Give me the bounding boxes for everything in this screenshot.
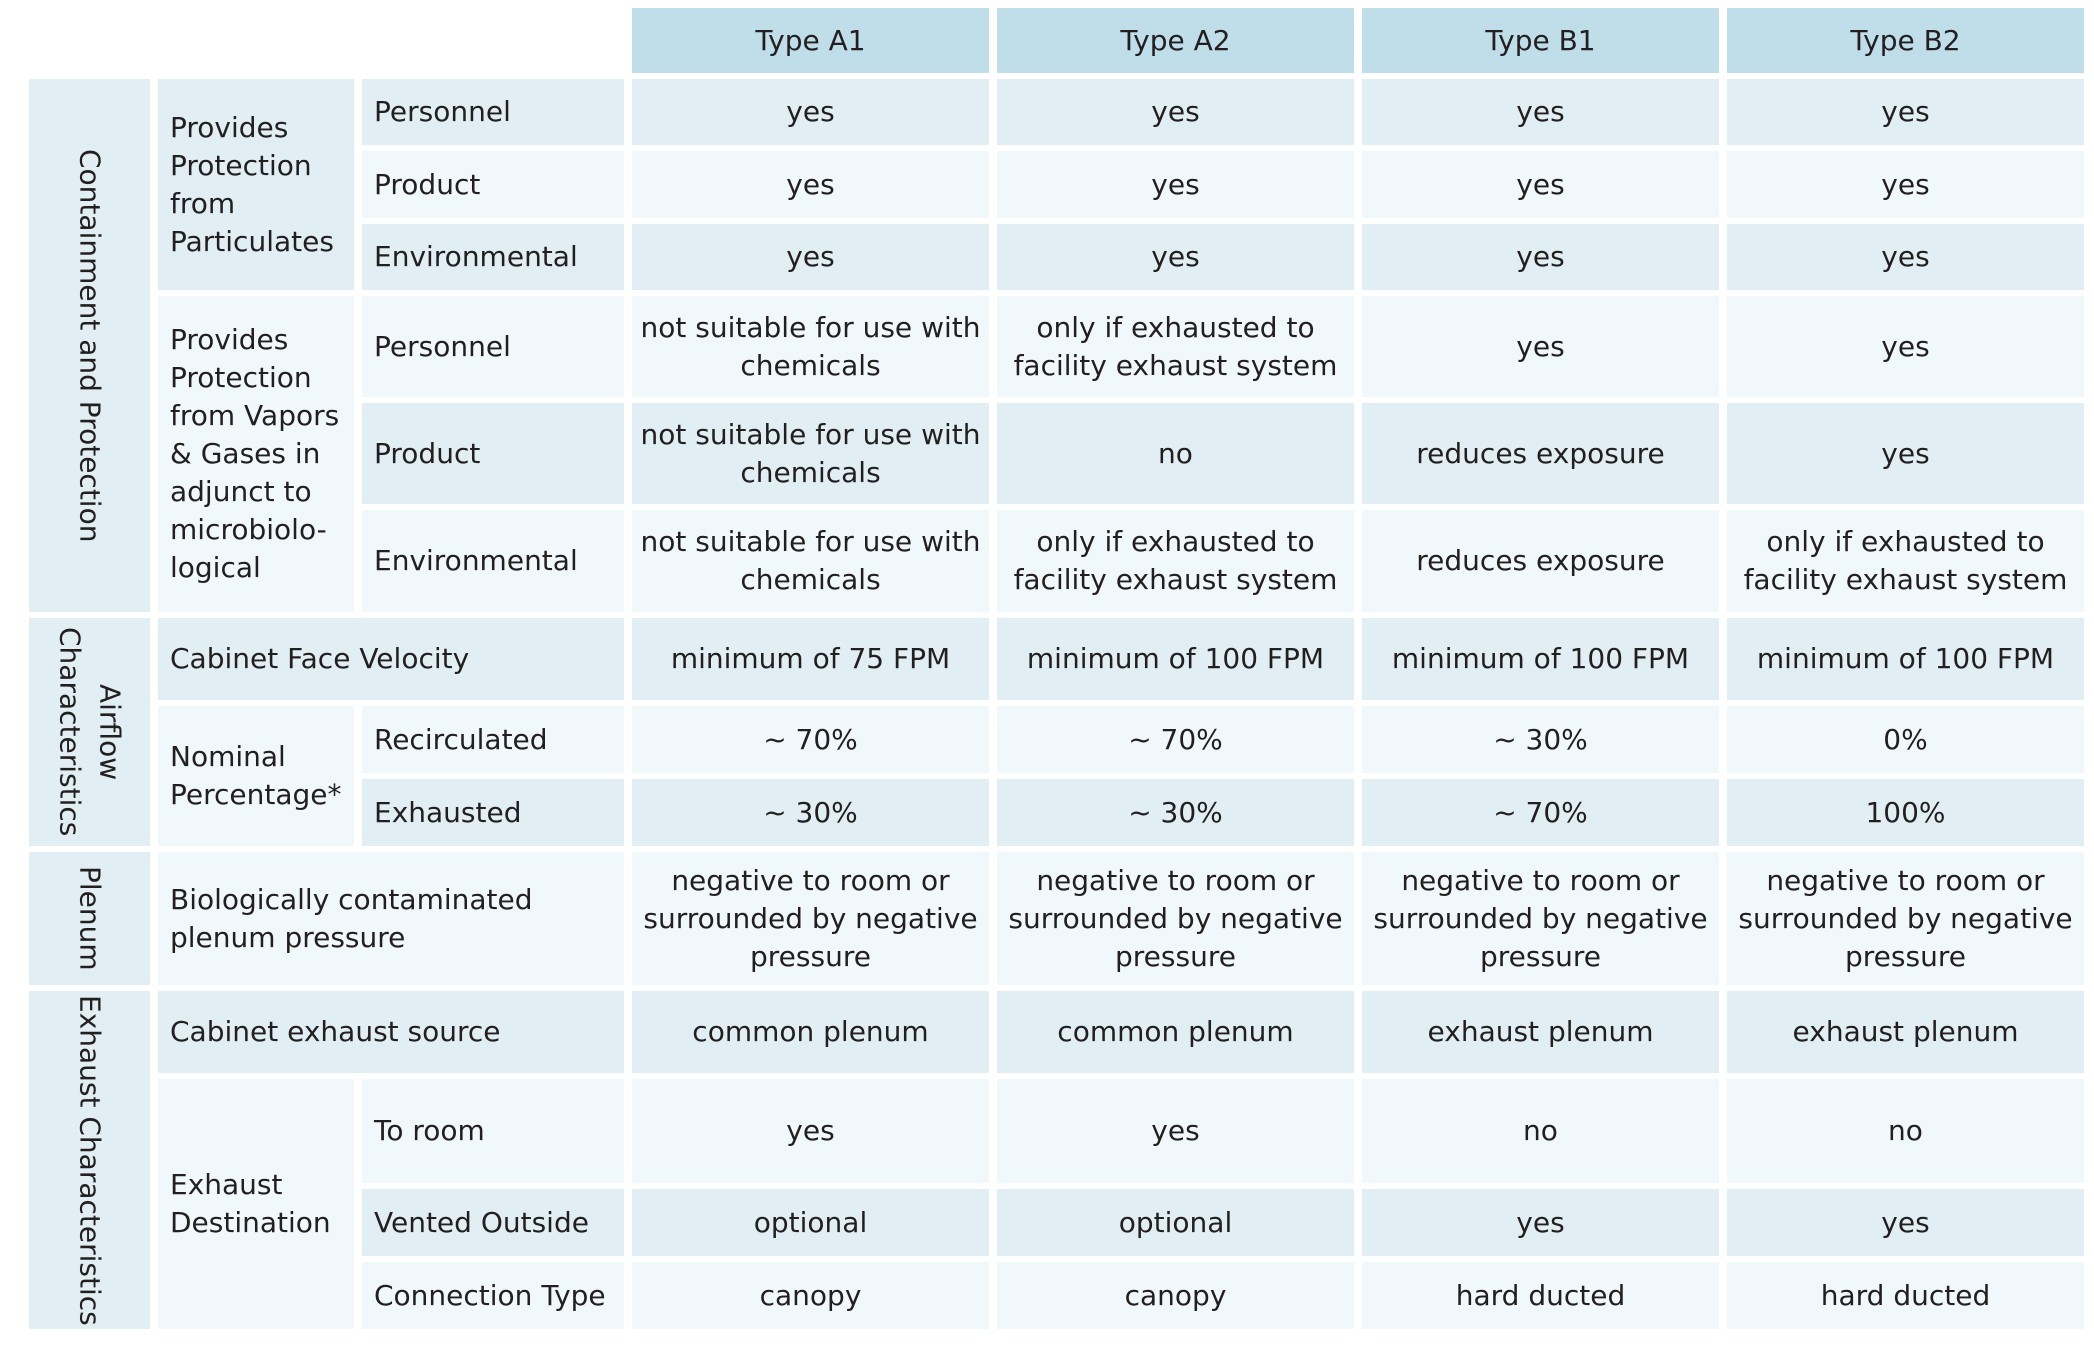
- row-label-to-room: To room: [362, 1079, 624, 1183]
- comparison-table: Type A1 Type A2 Type B1 Type B2 Containm…: [29, 8, 2084, 1329]
- cell: optional: [997, 1189, 1354, 1256]
- cell: yes: [997, 79, 1354, 145]
- row-label-vapors-personnel: Personnel: [362, 296, 624, 397]
- cell: yes: [632, 79, 989, 145]
- cell: minimum of 100 FPM: [997, 618, 1354, 700]
- cell: common plenum: [997, 991, 1354, 1073]
- section-plenum-label: Plenum: [29, 852, 150, 985]
- cell: yes: [1727, 296, 2084, 397]
- cell: yes: [632, 224, 989, 290]
- cell: yes: [997, 224, 1354, 290]
- cell: yes: [632, 151, 989, 218]
- cell: not suitable for use with chemicals: [632, 510, 989, 612]
- row-label-particulates-personnel: Personnel: [362, 79, 624, 145]
- row-label-plenum-pressure: Biologically contaminated plenum pressur…: [158, 852, 624, 985]
- cell: negative to room or surrounded by negati…: [1727, 852, 2084, 985]
- cell: yes: [632, 1079, 989, 1183]
- row-label-particulates-product: Product: [362, 151, 624, 218]
- section-airflow-label: Airflow Characteristics: [29, 618, 150, 846]
- group-vapors: Provides Protection from Vapors & Gases …: [158, 296, 354, 612]
- cell: not suitable for use with chemicals: [632, 403, 989, 504]
- header-type-b2: Type B2: [1727, 8, 2084, 73]
- row-label-vapors-environmental: Environmental: [362, 510, 624, 612]
- cell: only if exhausted to facility exhaust sy…: [997, 296, 1354, 397]
- header-type-a1: Type A1: [632, 8, 989, 73]
- row-label-recirculated: Recirculated: [362, 706, 624, 773]
- cell: minimum of 75 FPM: [632, 618, 989, 700]
- cell: minimum of 100 FPM: [1362, 618, 1719, 700]
- cell: optional: [632, 1189, 989, 1256]
- cell: yes: [1362, 224, 1719, 290]
- row-label-vapors-product: Product: [362, 403, 624, 504]
- cell: yes: [1727, 151, 2084, 218]
- group-nominal-percentage: Nominal Percentage*: [158, 706, 354, 846]
- cell: negative to room or surrounded by negati…: [632, 852, 989, 985]
- cell: negative to room or surrounded by negati…: [1362, 852, 1719, 985]
- cell: ~ 30%: [632, 779, 989, 846]
- cell: no: [1362, 1079, 1719, 1183]
- cell: yes: [997, 151, 1354, 218]
- cell: exhaust plenum: [1362, 991, 1719, 1073]
- cell: yes: [1727, 1189, 2084, 1256]
- section-exhaust-label: Exhaust Characteristics: [29, 991, 150, 1329]
- cell: reduces exposure: [1362, 510, 1719, 612]
- cell: no: [997, 403, 1354, 504]
- cell: ~ 30%: [997, 779, 1354, 846]
- cell: hard ducted: [1362, 1262, 1719, 1329]
- header-type-a2: Type A2: [997, 8, 1354, 73]
- group-exhaust-destination: Exhaust Destination: [158, 1079, 354, 1329]
- cell: only if exhausted to facility exhaust sy…: [1727, 510, 2084, 612]
- cell: yes: [1362, 296, 1719, 397]
- cell: canopy: [997, 1262, 1354, 1329]
- cell: 0%: [1727, 706, 2084, 773]
- section-containment-label: Containment and Protection: [29, 79, 150, 612]
- cell: yes: [1362, 151, 1719, 218]
- row-label-particulates-environmental: Environmental: [362, 224, 624, 290]
- cell: yes: [1362, 1189, 1719, 1256]
- row-label-connection-type: Connection Type: [362, 1262, 624, 1329]
- cell: not suitable for use with chemicals: [632, 296, 989, 397]
- row-label-exhausted: Exhausted: [362, 779, 624, 846]
- cell: yes: [1727, 79, 2084, 145]
- cell: canopy: [632, 1262, 989, 1329]
- cell: yes: [997, 1079, 1354, 1183]
- cell: yes: [1727, 403, 2084, 504]
- cell: yes: [1727, 224, 2084, 290]
- cell: exhaust plenum: [1727, 991, 2084, 1073]
- cell: ~ 70%: [997, 706, 1354, 773]
- cell: no: [1727, 1079, 2084, 1183]
- cell: minimum of 100 FPM: [1727, 618, 2084, 700]
- cell: only if exhausted to facility exhaust sy…: [997, 510, 1354, 612]
- cell: 100%: [1727, 779, 2084, 846]
- row-label-exhaust-source: Cabinet exhaust source: [158, 991, 624, 1073]
- cell: reduces exposure: [1362, 403, 1719, 504]
- cell: yes: [1362, 79, 1719, 145]
- cell: ~ 70%: [1362, 779, 1719, 846]
- cell: hard ducted: [1727, 1262, 2084, 1329]
- row-label-vented-outside: Vented Outside: [362, 1189, 624, 1256]
- cell: ~ 30%: [1362, 706, 1719, 773]
- cell: ~ 70%: [632, 706, 989, 773]
- row-label-face-velocity: Cabinet Face Velocity: [158, 618, 624, 700]
- cell: common plenum: [632, 991, 989, 1073]
- group-particulates: Provides Protection from Particulates: [158, 79, 354, 290]
- header-type-b1: Type B1: [1362, 8, 1719, 73]
- cell: negative to room or surrounded by negati…: [997, 852, 1354, 985]
